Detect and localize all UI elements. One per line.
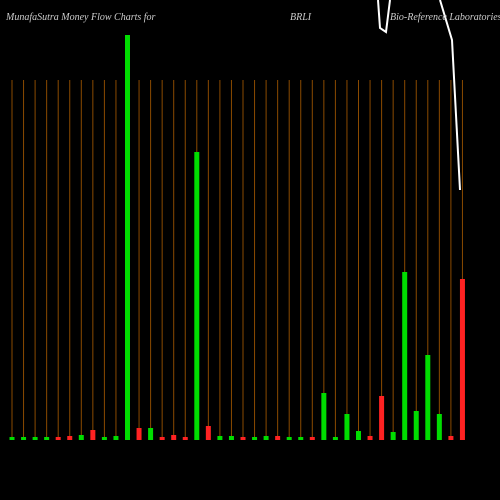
bar bbox=[78, 435, 84, 440]
bar bbox=[148, 428, 154, 440]
chart-title: MunafaSutra Money Flow Charts for bbox=[5, 12, 156, 23]
bar bbox=[32, 437, 38, 440]
bar bbox=[101, 437, 107, 440]
bar bbox=[263, 436, 269, 440]
bar bbox=[55, 437, 61, 440]
bar bbox=[252, 437, 258, 440]
bar bbox=[332, 437, 338, 440]
bar bbox=[275, 436, 281, 440]
bar bbox=[217, 436, 223, 440]
bar bbox=[448, 436, 454, 440]
bar bbox=[344, 414, 350, 440]
bar bbox=[402, 272, 408, 440]
bar bbox=[379, 396, 385, 440]
bar bbox=[182, 437, 188, 440]
price-line bbox=[377, 0, 461, 191]
bar bbox=[136, 428, 142, 440]
bar bbox=[159, 437, 165, 440]
bar bbox=[205, 426, 211, 440]
bar bbox=[356, 431, 361, 440]
bar bbox=[171, 435, 177, 440]
bar bbox=[390, 432, 396, 440]
bars bbox=[9, 35, 465, 440]
bar bbox=[67, 436, 73, 440]
company: Bio-Reference Laboratories, I bbox=[390, 12, 500, 23]
bar bbox=[298, 437, 304, 440]
bar bbox=[90, 430, 96, 440]
bar bbox=[9, 437, 15, 440]
bar bbox=[413, 411, 419, 440]
bar bbox=[240, 437, 246, 440]
bar bbox=[436, 414, 442, 440]
bar bbox=[228, 436, 234, 440]
bar bbox=[425, 355, 431, 440]
bar bbox=[113, 436, 119, 440]
bar bbox=[21, 437, 27, 440]
grid bbox=[11, 80, 463, 440]
bar bbox=[321, 393, 327, 440]
bar bbox=[194, 152, 200, 440]
bar bbox=[286, 437, 292, 440]
bar bbox=[367, 436, 373, 440]
bar bbox=[459, 279, 465, 440]
ticker: BRLI bbox=[290, 12, 312, 23]
bar bbox=[309, 437, 315, 440]
bar bbox=[44, 437, 50, 440]
bar bbox=[125, 35, 130, 440]
